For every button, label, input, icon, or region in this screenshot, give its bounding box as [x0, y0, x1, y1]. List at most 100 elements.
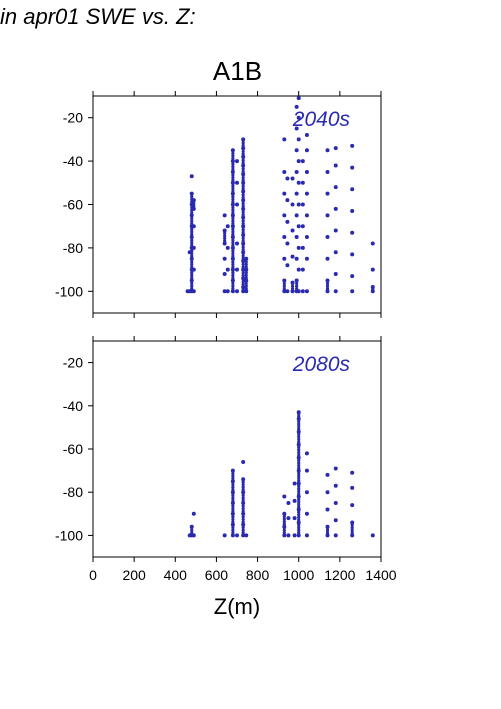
- data-point: [223, 231, 227, 235]
- data-point: [350, 485, 355, 490]
- data-point: [296, 180, 301, 185]
- data-point: [371, 287, 375, 291]
- x-tick-label: 400: [164, 567, 188, 583]
- data-point: [191, 245, 196, 250]
- data-point: [325, 287, 330, 291]
- data-point: [231, 241, 235, 245]
- data-point: [282, 279, 286, 283]
- data-point: [350, 531, 354, 535]
- data-point: [333, 146, 338, 151]
- data-point: [231, 479, 235, 483]
- data-point: [231, 501, 235, 505]
- data-point: [241, 285, 245, 289]
- data-point: [190, 211, 194, 215]
- y-tick-label: -100: [55, 527, 83, 543]
- data-point: [190, 249, 194, 253]
- data-point: [225, 245, 230, 250]
- data-point: [304, 511, 309, 516]
- data-point: [285, 263, 290, 268]
- data-point: [325, 169, 330, 174]
- data-point: [350, 143, 355, 148]
- data-point: [231, 276, 235, 280]
- data-point: [231, 498, 235, 503]
- data-point: [244, 271, 248, 275]
- data-point: [231, 186, 235, 191]
- data-point: [241, 158, 245, 162]
- data-point: [296, 96, 301, 101]
- data-point: [350, 289, 355, 294]
- data-point: [282, 284, 286, 288]
- data-point: [290, 284, 295, 288]
- data-point: [231, 493, 235, 497]
- data-point: [241, 280, 245, 284]
- data-point: [296, 224, 301, 229]
- data-point: [241, 526, 245, 530]
- data-point: [282, 137, 287, 142]
- data-point: [350, 274, 355, 279]
- data-point: [282, 531, 286, 535]
- data-point: [297, 533, 301, 538]
- data-point: [231, 208, 235, 212]
- data-point: [241, 215, 245, 220]
- data-point: [282, 287, 286, 291]
- data-point: [297, 494, 301, 499]
- data-point: [241, 482, 245, 487]
- data-point: [231, 184, 235, 188]
- data-point: [231, 154, 235, 158]
- data-point: [297, 456, 301, 460]
- data-point: [231, 213, 235, 217]
- data-point: [190, 273, 194, 277]
- data-point: [304, 169, 309, 174]
- data-point: [290, 176, 295, 181]
- data-point: [231, 257, 235, 261]
- data-point: [231, 528, 235, 532]
- data-point: [241, 189, 245, 194]
- data-point: [241, 501, 245, 505]
- data-point: [297, 469, 301, 473]
- data-point: [190, 235, 194, 239]
- data-point: [294, 104, 299, 109]
- data-point: [295, 281, 299, 286]
- data-point: [241, 143, 245, 148]
- data-point: [292, 498, 297, 503]
- y-tick-label: -80: [63, 484, 83, 500]
- data-point: [297, 430, 301, 434]
- data-point: [190, 257, 194, 261]
- data-point: [297, 497, 301, 501]
- data-point: [282, 511, 287, 516]
- data-point: [297, 419, 301, 423]
- data-point: [241, 271, 245, 275]
- data-point: [244, 265, 248, 269]
- data-point: [190, 531, 194, 535]
- data-point: [190, 216, 194, 220]
- data-point: [350, 520, 355, 525]
- data-point: [231, 260, 235, 264]
- data-point: [192, 207, 196, 211]
- data-point: [231, 251, 235, 256]
- data-point: [304, 490, 309, 495]
- data-point: [190, 262, 194, 266]
- x-axis-label: Z(m): [214, 594, 260, 619]
- data-point: [241, 207, 245, 211]
- data-point: [297, 481, 301, 486]
- data-point: [231, 472, 235, 476]
- data-point: [350, 230, 355, 235]
- data-point: [241, 533, 245, 538]
- data-point: [231, 235, 235, 239]
- data-point: [231, 216, 235, 220]
- data-point: [244, 260, 248, 264]
- data-point: [241, 221, 245, 226]
- data-point: [297, 531, 301, 535]
- data-point: [231, 482, 235, 487]
- data-point: [297, 440, 301, 444]
- data-point: [241, 256, 245, 260]
- data-point: [190, 528, 194, 532]
- data-point: [231, 515, 235, 519]
- data-point: [350, 523, 354, 527]
- data-point: [244, 533, 249, 538]
- data-point: [231, 284, 235, 288]
- data-point: [304, 533, 309, 538]
- data-point: [225, 224, 230, 229]
- y-tick-label: -20: [63, 110, 83, 126]
- data-point: [282, 256, 287, 261]
